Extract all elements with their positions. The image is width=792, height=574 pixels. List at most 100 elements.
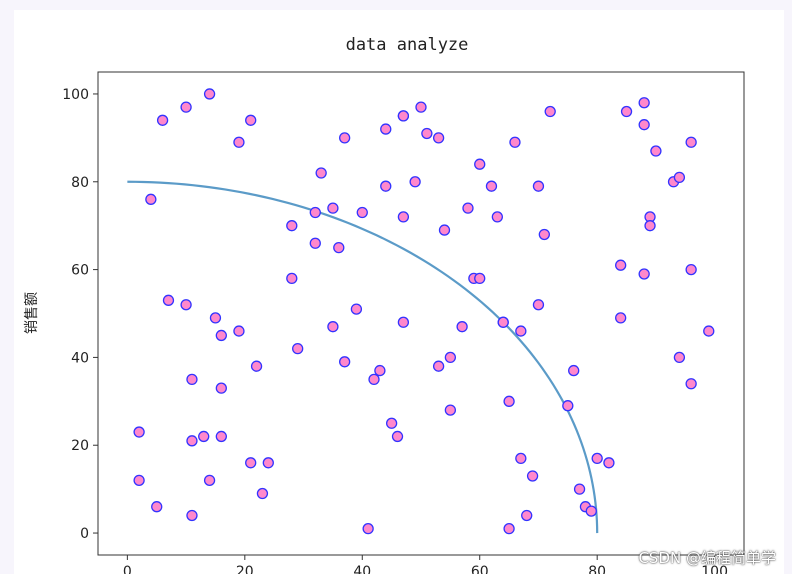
scatter-point — [444, 351, 457, 364]
scatter-point — [456, 321, 468, 333]
scatter-point — [585, 505, 597, 517]
scatter-point — [215, 430, 227, 443]
y-tick-label: 0 — [80, 526, 89, 542]
axis-ticks: 0 20 40 60 80 100 0 20 40 60 80 100 — [62, 87, 728, 574]
scatter-point — [421, 127, 433, 140]
scatter-point — [397, 316, 410, 328]
scatter-point — [532, 180, 545, 192]
scatter-chart: data analyze 销售额 0 20 40 60 80 100 0 20 40 60 80 10… — [24, 35, 745, 574]
scatter-point — [703, 325, 715, 337]
scatter-point — [339, 132, 351, 144]
scatter-point — [526, 470, 539, 482]
scatter-point — [432, 360, 445, 372]
scatter-point — [638, 97, 650, 109]
scatter-point — [374, 364, 386, 377]
scatter-point — [203, 474, 216, 487]
y-tick-label: 80 — [71, 175, 89, 191]
scatter-point — [327, 202, 339, 214]
scatter-point — [186, 509, 198, 522]
y-tick-label: 100 — [62, 87, 89, 103]
curve-line — [127, 180, 599, 534]
scatter-point — [286, 220, 298, 232]
scatter-point — [133, 426, 145, 438]
scatter-point — [685, 263, 697, 276]
scatter-point — [503, 523, 515, 535]
scatter-point — [362, 523, 374, 535]
scatter-point — [309, 206, 321, 219]
scatter-point — [250, 360, 263, 372]
x-tick-label: 80 — [588, 564, 606, 574]
watermark: CSDN @编程简单学 — [638, 549, 776, 567]
scatter-point — [198, 430, 210, 443]
scatter-point — [339, 356, 351, 368]
scatter-point — [186, 435, 198, 447]
scatter-point — [162, 294, 175, 306]
y-tick-label: 20 — [71, 438, 89, 454]
scatter-point — [438, 224, 451, 236]
scatter-point — [180, 299, 192, 311]
scatter-point — [644, 220, 656, 232]
scatter-point — [544, 105, 556, 118]
scatter-point — [380, 180, 392, 192]
scatter-point — [245, 457, 257, 469]
scatter-point — [620, 105, 633, 118]
scatter-point — [145, 193, 157, 205]
scatter-point — [444, 404, 457, 416]
x-tick-label: 60 — [471, 564, 489, 574]
scatter-point — [156, 114, 169, 126]
scatter-point — [186, 373, 198, 386]
scatter-point — [673, 351, 686, 364]
scatter-point — [315, 167, 327, 179]
scatter-point — [515, 325, 527, 337]
scatter-point — [474, 272, 486, 285]
scatter-point — [327, 321, 339, 333]
x-tick-label: 20 — [236, 564, 254, 574]
scatter-point — [515, 452, 527, 465]
scatter-point — [215, 329, 227, 342]
scatter-point — [521, 509, 533, 522]
scatter-point — [385, 417, 398, 429]
scatter-point — [151, 501, 163, 513]
scatter-point — [503, 395, 515, 407]
scatter-point — [209, 312, 222, 324]
x-tick-label: 0 — [123, 564, 132, 574]
scatter-point — [485, 180, 498, 192]
y-tick-label: 40 — [71, 350, 89, 366]
scatter-point — [350, 303, 363, 315]
scatter-point — [391, 430, 404, 443]
x-tick-label: 40 — [353, 564, 371, 574]
scatter-point — [603, 457, 615, 469]
scatter-point — [491, 211, 503, 223]
x-tick-label: 100 — [701, 564, 728, 574]
scatter-point — [233, 136, 245, 148]
scatter-point — [474, 158, 486, 170]
plot-frame — [97, 71, 745, 556]
scatter-point — [568, 364, 580, 377]
scatter-point — [685, 136, 697, 148]
scatter-point — [368, 373, 380, 386]
scatter-point — [309, 237, 321, 249]
scatter-point — [638, 119, 650, 131]
scatter-point — [397, 110, 410, 122]
scatter-point — [573, 483, 586, 495]
scatter-point — [591, 452, 603, 465]
y-tick-label: 60 — [71, 263, 89, 279]
scatter-point — [415, 101, 427, 113]
scatter-point — [245, 114, 257, 126]
chart-title: data analyze — [346, 35, 469, 55]
scatter-point — [538, 228, 550, 241]
scatter-point — [615, 259, 627, 271]
scatter-point — [532, 299, 545, 311]
scatter-point — [256, 487, 269, 500]
scatter-point — [650, 145, 662, 157]
scatter-point — [180, 101, 192, 113]
scatter-point — [562, 400, 574, 412]
scatter-point — [462, 202, 474, 214]
scatter-point — [397, 211, 410, 223]
scatter-point — [509, 136, 521, 148]
scatter-point — [380, 123, 392, 135]
scatter-point — [292, 342, 304, 355]
y-axis-label: 销售额 — [24, 292, 40, 334]
scatter-point — [133, 474, 145, 487]
scatter-point — [203, 88, 216, 100]
